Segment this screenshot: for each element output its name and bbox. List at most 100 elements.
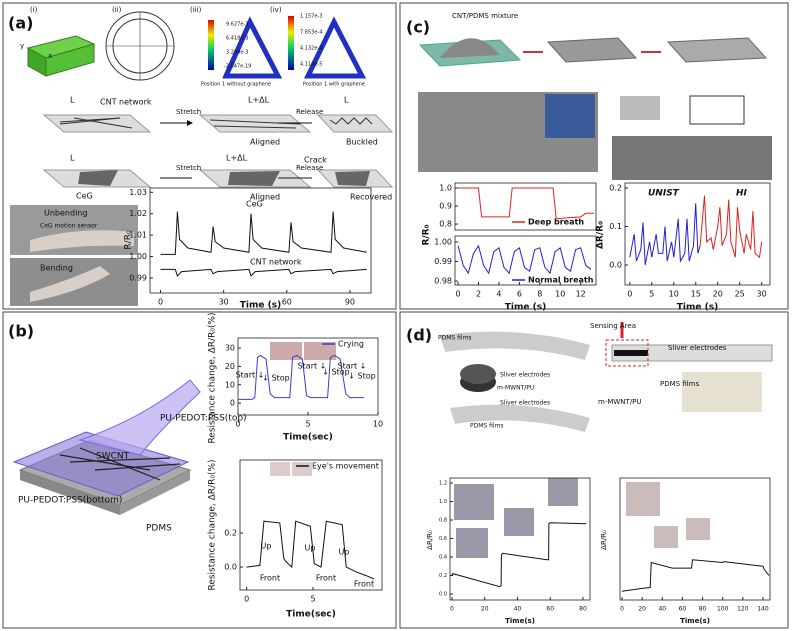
annotation: L: [70, 96, 75, 105]
annotation: 7.853e-4: [300, 30, 322, 36]
panel-label: (a): [8, 14, 33, 33]
panel-frame: [2, 2, 397, 310]
x-axis-label: Time(s): [680, 617, 710, 625]
annotation: (ii): [112, 6, 122, 14]
data-line: [160, 211, 367, 255]
annotation: (i): [30, 6, 38, 14]
annotation: 4.132e-4: [300, 46, 322, 52]
x-tick-label: 80: [579, 606, 587, 613]
plot-note: Start ↓: [338, 362, 367, 371]
plot-note: Start ↓: [298, 362, 327, 371]
plot-note: Start ↓: [236, 371, 265, 380]
x-tick-label: 60: [282, 298, 292, 307]
y-tick-label: 0.1: [609, 222, 622, 231]
annotation: x: [48, 52, 52, 60]
illustration-b: [12, 342, 336, 515]
y-tick-label: 0.0: [439, 591, 447, 597]
x-tick-label: 6: [517, 290, 522, 299]
y-tick-label: 0.8: [439, 220, 452, 229]
x-tick-label: 2: [476, 290, 481, 299]
series-label: CNT network: [250, 258, 302, 267]
annotation: 1.157e-3: [300, 14, 322, 20]
plot-note: ↓ Stop: [262, 374, 289, 383]
y-tick-label: 1.03: [129, 188, 147, 197]
y-tick-label: 1.0: [439, 499, 447, 505]
annotation: Aligned: [250, 193, 280, 202]
y-tick-label: 0.2: [224, 529, 237, 538]
annotation: 9.627e-3: [226, 22, 248, 28]
plot-frame: [454, 235, 597, 286]
plot-frame: [619, 477, 771, 601]
annotation: PDMS films: [438, 335, 472, 342]
x-tick-label: 0: [450, 606, 454, 613]
x-tick-label: 0: [244, 595, 249, 604]
annotation: m-MWNT/PU: [598, 398, 642, 406]
annotation: PDMS: [146, 524, 172, 534]
x-tick-label: 0: [456, 290, 461, 299]
y-tick-label: 0.6: [439, 536, 447, 542]
y-axis-label: R/R₀: [422, 224, 432, 245]
y-tick-label: 0: [230, 399, 235, 408]
annotation: 4.114e-5: [300, 62, 322, 68]
annotation: SWCNT: [96, 452, 130, 462]
data-line: [629, 203, 701, 266]
annotation: Release: [296, 108, 323, 116]
plot-note: Front: [354, 580, 374, 589]
annotation: PDMS films: [470, 423, 504, 430]
panel-frame: [399, 311, 789, 629]
annotation: Sliver electrodes: [668, 344, 727, 352]
annotation: -2.047e-19: [224, 64, 251, 70]
x-tick-label: 20: [638, 606, 646, 613]
x-tick-label: 60: [679, 606, 687, 613]
panel-frame: [399, 2, 789, 310]
plot-note: Up: [261, 542, 272, 551]
annotation: PDMS films: [660, 380, 699, 388]
legend-label: Deep breath: [528, 218, 584, 227]
x-tick-label: 10: [555, 290, 565, 299]
x-axis-label: Time(s): [505, 617, 535, 625]
y-tick-label: 1.2: [439, 480, 447, 486]
y-tick-label: 0.98: [434, 277, 452, 286]
y-tick-label: 1.0: [439, 184, 452, 193]
annotation: CeG motion sensor: [40, 223, 98, 230]
x-tick-label: 0: [158, 298, 163, 307]
y-tick-label: 0.9: [439, 202, 452, 211]
annotation: Buckled: [346, 138, 378, 147]
x-tick-label: 140: [757, 606, 769, 613]
x-tick-label: 120: [737, 606, 749, 613]
y-axis-label: Resistance change, ΔR/R₀(%): [208, 459, 218, 590]
data-line: [160, 268, 367, 277]
y-tick-label: 0.0: [609, 260, 622, 269]
x-axis-label: Time(sec): [286, 610, 336, 620]
annotation: 6.418e-3: [226, 36, 248, 42]
y-tick-label: 20: [225, 362, 235, 371]
series-label: UNIST: [648, 189, 680, 199]
y-tick-label: 1.00: [129, 252, 147, 261]
y-tick-label: 0.0: [224, 563, 237, 572]
annotation: Sensing Area: [590, 322, 636, 330]
annotation: Crack: [304, 156, 327, 165]
series-label: HI: [736, 189, 748, 199]
annotation: L+ΔL: [248, 96, 270, 105]
y-tick-label: 30: [225, 344, 235, 353]
legend-label: Normal breath: [528, 276, 594, 285]
panel-label: (d): [406, 326, 432, 345]
y-tick-label: 1.02: [129, 209, 147, 218]
x-tick-label: 0: [627, 290, 632, 299]
annotation: L: [70, 154, 75, 163]
plot-frame: [624, 182, 771, 286]
plot-note: ↓ Stop: [348, 372, 375, 381]
x-tick-label: 0: [235, 420, 240, 429]
panel-label: (c): [406, 18, 430, 37]
annotation: Sliver electrodes: [500, 400, 550, 407]
x-tick-label: 12: [576, 290, 586, 299]
panel-label: (b): [8, 322, 34, 341]
x-tick-label: 80: [699, 606, 707, 613]
x-axis-label: Time (s): [505, 303, 546, 313]
x-tick-label: 10: [669, 290, 679, 299]
x-tick-label: 5: [310, 595, 315, 604]
y-tick-label: 0.2: [439, 573, 447, 579]
x-tick-label: 0: [620, 606, 624, 613]
annotation: 3.209e-3: [226, 50, 248, 56]
y-tick-label: 1.01: [129, 231, 147, 240]
